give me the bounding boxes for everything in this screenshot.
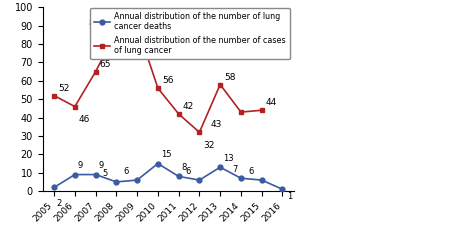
Line: Annual distribution of the number of cases
of lung cancer: Annual distribution of the number of cas… xyxy=(52,23,264,135)
Text: 15: 15 xyxy=(161,150,171,159)
Text: 13: 13 xyxy=(223,154,234,163)
Annual distribution of the number of cases
of lung cancer xyxy=(259,109,264,112)
Annual distribution of the number of cases
of lung cancer xyxy=(51,94,57,97)
Annual distribution of the number of cases
of lung cancer xyxy=(238,111,244,114)
Annual distribution of the number of cases
of lung cancer xyxy=(155,87,161,90)
Annual distribution of the number of cases
of lung cancer xyxy=(218,83,223,86)
Line: Annual distribution of the number of lung
cancer deaths: Annual distribution of the number of lun… xyxy=(52,161,285,192)
Annual distribution of the number of lung
cancer deaths xyxy=(113,180,119,183)
Text: 58: 58 xyxy=(224,73,236,82)
Text: 6: 6 xyxy=(123,167,129,176)
Annual distribution of the number of lung
cancer deaths xyxy=(134,179,140,182)
Annual distribution of the number of cases
of lung cancer xyxy=(197,131,202,134)
Text: 65: 65 xyxy=(100,60,111,69)
Annual distribution of the number of lung
cancer deaths xyxy=(280,188,285,191)
Annual distribution of the number of cases
of lung cancer xyxy=(93,70,99,73)
Text: 52: 52 xyxy=(58,84,70,93)
Text: 43: 43 xyxy=(210,121,221,129)
Text: 9: 9 xyxy=(99,161,104,170)
Text: 1: 1 xyxy=(287,192,292,201)
Annual distribution of the number of cases
of lung cancer xyxy=(176,112,182,115)
Text: 44: 44 xyxy=(266,98,277,108)
Annual distribution of the number of cases
of lung cancer xyxy=(72,105,78,108)
Text: 32: 32 xyxy=(203,141,215,150)
Annual distribution of the number of lung
cancer deaths xyxy=(176,175,182,178)
Legend: Annual distribution of the number of lung
cancer deaths, Annual distribution of : Annual distribution of the number of lun… xyxy=(90,8,290,59)
Annual distribution of the number of lung
cancer deaths xyxy=(155,162,161,165)
Text: 42: 42 xyxy=(183,102,194,111)
Annual distribution of the number of lung
cancer deaths xyxy=(197,179,202,182)
Annual distribution of the number of lung
cancer deaths xyxy=(72,173,78,176)
Text: 6: 6 xyxy=(248,167,254,176)
Annual distribution of the number of lung
cancer deaths xyxy=(51,186,57,189)
Annual distribution of the number of cases
of lung cancer xyxy=(113,30,119,33)
Text: 8: 8 xyxy=(182,163,187,172)
Text: 5: 5 xyxy=(103,169,108,178)
Text: 9: 9 xyxy=(78,161,83,170)
Text: 87: 87 xyxy=(88,19,100,28)
Annual distribution of the number of lung
cancer deaths xyxy=(259,179,264,182)
Text: 7: 7 xyxy=(233,165,238,174)
Annual distribution of the number of lung
cancer deaths xyxy=(238,177,244,180)
Text: 90: 90 xyxy=(106,14,118,23)
Annual distribution of the number of lung
cancer deaths xyxy=(218,166,223,169)
Text: 46: 46 xyxy=(79,115,91,124)
Annual distribution of the number of lung
cancer deaths xyxy=(93,173,99,176)
Text: 56: 56 xyxy=(162,76,173,86)
Text: 6: 6 xyxy=(186,167,191,176)
Text: 2: 2 xyxy=(57,198,62,208)
Annual distribution of the number of cases
of lung cancer xyxy=(134,24,140,27)
